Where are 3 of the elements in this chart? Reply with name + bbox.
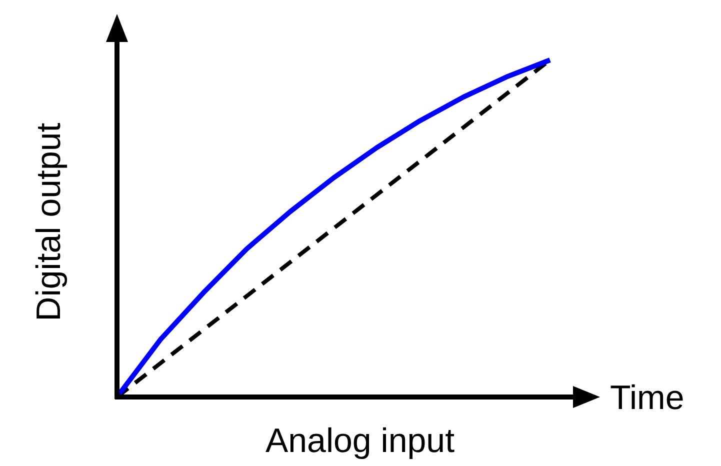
y-axis-title: Digital output [30,122,68,322]
x-axis-title: Analog input [265,422,456,460]
text: Time [610,379,684,417]
